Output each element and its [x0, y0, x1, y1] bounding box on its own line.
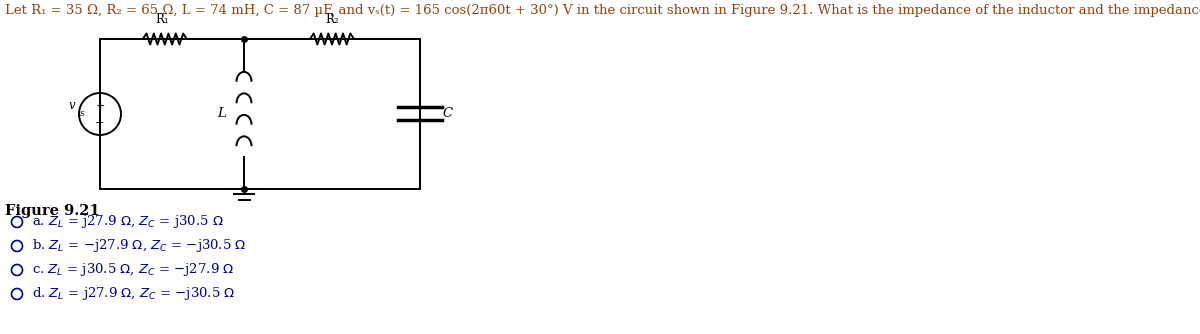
Text: +: + [95, 102, 104, 112]
Text: b. $Z_L$ = $-$j27.9 $\Omega$, $Z_C$ = $-$j30.5 $\Omega$: b. $Z_L$ = $-$j27.9 $\Omega$, $Z_C$ = $-… [32, 237, 246, 255]
Text: c. $Z_L$ = j30.5 $\Omega$, $Z_C$ = $-$j27.9 $\Omega$: c. $Z_L$ = j30.5 $\Omega$, $Z_C$ = $-$j2… [32, 262, 234, 279]
Text: d. $Z_L$ = j27.9 $\Omega$, $Z_C$ = $-$j30.5 $\Omega$: d. $Z_L$ = j27.9 $\Omega$, $Z_C$ = $-$j3… [32, 286, 235, 303]
Text: L: L [217, 108, 227, 121]
Text: Let R₁ = 35 Ω, R₂ = 65 Ω, L = 74 mH, C = 87 µF, and vₛ(t) = 165 cos(2π60t + 30°): Let R₁ = 35 Ω, R₂ = 65 Ω, L = 74 mH, C =… [5, 4, 1200, 17]
Text: C: C [443, 108, 454, 121]
Text: s: s [79, 110, 84, 119]
Text: R₂: R₂ [325, 13, 338, 26]
Text: −: − [95, 118, 104, 128]
Text: v: v [68, 100, 76, 113]
Text: Figure 9.21: Figure 9.21 [5, 204, 100, 218]
Text: R₁: R₁ [155, 13, 169, 26]
Text: a. $Z_L$ = j27.9 $\Omega$, $Z_C$ = j30.5 $\Omega$: a. $Z_L$ = j27.9 $\Omega$, $Z_C$ = j30.5… [32, 213, 223, 230]
